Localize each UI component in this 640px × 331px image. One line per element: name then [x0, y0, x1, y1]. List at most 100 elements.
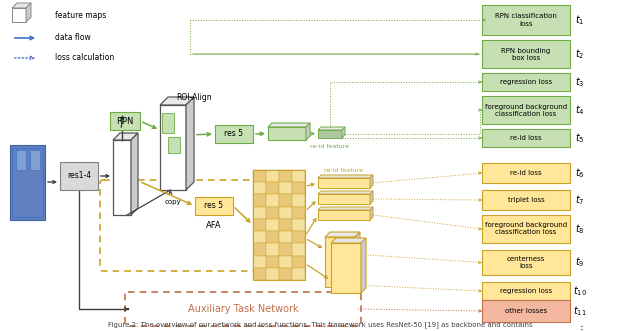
Bar — [325, 237, 355, 287]
Text: res 5: res 5 — [225, 129, 243, 138]
Bar — [253, 219, 266, 231]
Bar — [482, 282, 570, 300]
Text: regression loss: regression loss — [500, 79, 552, 85]
Text: $\vdots$: $\vdots$ — [576, 323, 584, 331]
Bar — [266, 231, 279, 243]
Bar — [266, 194, 279, 207]
Bar — [266, 207, 279, 219]
Text: foreground background
classification loss: foreground background classification los… — [485, 104, 567, 117]
Bar — [482, 300, 570, 322]
Bar — [279, 182, 292, 194]
Polygon shape — [131, 133, 138, 215]
Polygon shape — [12, 3, 31, 8]
Text: Auxiliary Task Network: Auxiliary Task Network — [188, 304, 298, 314]
Bar — [279, 256, 292, 268]
Bar — [110, 112, 140, 130]
Text: $t_{10}$: $t_{10}$ — [573, 284, 587, 298]
Bar — [279, 243, 292, 256]
Bar — [168, 137, 180, 153]
Polygon shape — [331, 238, 366, 243]
Bar — [60, 162, 98, 190]
Bar — [266, 256, 279, 268]
Bar — [253, 207, 266, 219]
Bar — [482, 40, 570, 68]
Polygon shape — [318, 175, 373, 178]
Bar — [12, 148, 43, 217]
Bar — [482, 250, 570, 275]
Text: $t_{8}$: $t_{8}$ — [575, 222, 585, 236]
Polygon shape — [318, 191, 373, 194]
Bar — [30, 150, 40, 170]
Bar — [279, 194, 292, 207]
Bar — [292, 182, 305, 194]
Bar — [266, 170, 279, 182]
Text: data flow: data flow — [55, 33, 91, 42]
Text: $t_{7}$: $t_{7}$ — [575, 193, 585, 207]
Polygon shape — [113, 133, 138, 140]
Text: res1-4: res1-4 — [67, 171, 91, 180]
Text: $t_{3}$: $t_{3}$ — [575, 75, 585, 89]
Bar — [10, 145, 45, 220]
Polygon shape — [318, 127, 345, 130]
Text: regression loss: regression loss — [500, 288, 552, 294]
Text: re-id feature: re-id feature — [310, 144, 349, 149]
Text: $t_{2}$: $t_{2}$ — [575, 47, 585, 61]
Text: $t_{11}$: $t_{11}$ — [573, 304, 587, 318]
Bar — [292, 194, 305, 207]
Polygon shape — [318, 207, 373, 210]
Bar — [318, 210, 370, 220]
Polygon shape — [370, 191, 373, 204]
Bar — [253, 170, 266, 182]
Bar — [292, 207, 305, 219]
Bar — [292, 219, 305, 231]
Text: other losses: other losses — [505, 308, 547, 314]
Bar — [482, 163, 570, 183]
Polygon shape — [325, 232, 360, 237]
Bar — [482, 5, 570, 35]
Bar — [253, 231, 266, 243]
Bar — [253, 194, 266, 207]
Bar — [160, 105, 186, 190]
Bar — [268, 127, 306, 140]
Text: $t_{5}$: $t_{5}$ — [575, 131, 585, 145]
Bar — [482, 129, 570, 147]
Bar — [253, 268, 266, 280]
Text: Figure 2: The overview of our network and loss functions. This framework uses Re: Figure 2: The overview of our network an… — [108, 321, 532, 328]
Bar — [279, 219, 292, 231]
Bar — [318, 178, 370, 188]
Polygon shape — [370, 175, 373, 188]
Polygon shape — [160, 97, 194, 105]
Bar — [482, 215, 570, 243]
Bar — [162, 113, 174, 133]
Text: $t_{1}$: $t_{1}$ — [575, 13, 585, 27]
Bar — [12, 8, 26, 22]
Text: RPN classification
loss: RPN classification loss — [495, 14, 557, 26]
Bar — [482, 73, 570, 91]
Bar — [279, 170, 292, 182]
Bar — [215, 125, 253, 143]
Text: re-id loss: re-id loss — [510, 135, 542, 141]
Bar — [292, 256, 305, 268]
Bar — [113, 140, 131, 215]
Text: RPN: RPN — [116, 117, 134, 125]
Polygon shape — [268, 123, 310, 127]
Text: foreground background
classification loss: foreground background classification los… — [485, 222, 567, 235]
Bar — [266, 219, 279, 231]
Text: AFA: AFA — [206, 220, 222, 229]
Text: triplet loss: triplet loss — [508, 197, 545, 203]
Bar — [318, 194, 370, 204]
Bar — [266, 268, 279, 280]
Bar — [292, 243, 305, 256]
Bar — [292, 268, 305, 280]
Bar — [482, 190, 570, 210]
Text: $t_{9}$: $t_{9}$ — [575, 256, 585, 269]
Text: feature maps: feature maps — [55, 11, 106, 20]
Bar — [253, 182, 266, 194]
Bar — [266, 182, 279, 194]
Bar — [253, 256, 266, 268]
Bar — [279, 207, 292, 219]
Text: res 5: res 5 — [205, 202, 223, 211]
Bar — [292, 231, 305, 243]
Polygon shape — [370, 207, 373, 220]
Bar — [253, 243, 266, 256]
